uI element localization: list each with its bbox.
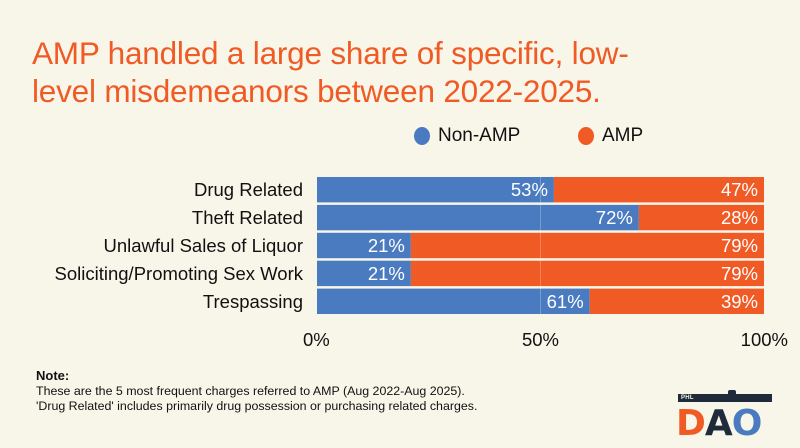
bar-amp-theft-related bbox=[638, 204, 764, 231]
data-label-non-amp-trespassing: 61% bbox=[547, 291, 584, 312]
bar-non-amp-trespassing bbox=[317, 288, 590, 314]
legend-swatch-non-amp bbox=[414, 127, 430, 145]
legend-label-amp: AMP bbox=[602, 125, 644, 146]
data-label-amp-unlawful-sales-of-liquor: 79% bbox=[721, 235, 758, 256]
note-line-1: These are the 5 most frequent charges re… bbox=[36, 384, 465, 398]
bar-non-amp-drug-related bbox=[317, 177, 554, 203]
logo-phl-text: PHL bbox=[681, 395, 694, 401]
category-label-drug-related: Drug Related bbox=[194, 179, 303, 200]
bar-amp-unlawful-sales-of-liquor bbox=[410, 232, 764, 259]
data-label-amp-drug-related: 47% bbox=[721, 179, 758, 200]
note: Note: These are the 5 most frequent char… bbox=[36, 368, 477, 414]
logo-knob-shape bbox=[728, 390, 736, 395]
title-line-2: level misdemeanors between 2022-2025. bbox=[32, 73, 601, 109]
bar-non-amp-soliciting-promoting-sex-work bbox=[317, 260, 411, 287]
logo-letter-o: O bbox=[731, 403, 763, 444]
x-tick-label-50: 50% bbox=[522, 329, 559, 350]
bar-amp-soliciting-promoting-sex-work bbox=[410, 260, 764, 287]
x-tick-label-100: 100% bbox=[741, 329, 788, 350]
data-label-amp-theft-related: 28% bbox=[721, 207, 758, 228]
legend-label-non-amp: Non-AMP bbox=[438, 125, 521, 146]
chart-title: AMP handled a large share of specific, l… bbox=[32, 34, 792, 110]
logo-letters: DAO bbox=[676, 403, 763, 444]
data-label-non-amp-drug-related: 53% bbox=[511, 179, 548, 200]
category-label-theft-related: Theft Related bbox=[192, 207, 303, 228]
bar-amp-trespassing bbox=[589, 288, 764, 314]
note-line-2: 'Drug Related' includes primarily drug p… bbox=[36, 399, 478, 413]
data-label-amp-soliciting-promoting-sex-work: 79% bbox=[721, 263, 758, 284]
legend: Non-AMP AMP bbox=[0, 125, 800, 153]
data-label-non-amp-theft-related: 72% bbox=[596, 207, 633, 228]
legend-swatch-amp bbox=[578, 127, 594, 145]
category-label-soliciting-promoting-sex-work: Soliciting/Promoting Sex Work bbox=[55, 263, 304, 284]
x-tick-label-0: 0% bbox=[303, 329, 330, 350]
bar-non-amp-unlawful-sales-of-liquor bbox=[317, 232, 411, 259]
bar-non-amp-theft-related bbox=[317, 204, 639, 231]
logo-bar-shape bbox=[678, 394, 772, 402]
bar-amp-drug-related bbox=[553, 177, 764, 203]
logo-letter-a: A bbox=[704, 403, 733, 444]
logo-letter-d: D bbox=[676, 403, 706, 444]
category-label-trespassing: Trespassing bbox=[203, 291, 303, 312]
data-label-non-amp-soliciting-promoting-sex-work: 21% bbox=[368, 263, 405, 284]
category-label-unlawful-sales-of-liquor: Unlawful Sales of Liquor bbox=[104, 235, 304, 256]
data-label-amp-trespassing: 39% bbox=[721, 291, 758, 312]
title-line-1: AMP handled a large share of specific, l… bbox=[32, 35, 629, 71]
phl-dao-logo: PHL DAO bbox=[672, 390, 782, 446]
legend-item-non-amp: Non-AMP bbox=[414, 125, 520, 147]
note-heading: Note: bbox=[36, 368, 70, 383]
data-label-non-amp-unlawful-sales-of-liquor: 21% bbox=[368, 235, 405, 256]
legend-item-amp: AMP bbox=[578, 125, 643, 147]
